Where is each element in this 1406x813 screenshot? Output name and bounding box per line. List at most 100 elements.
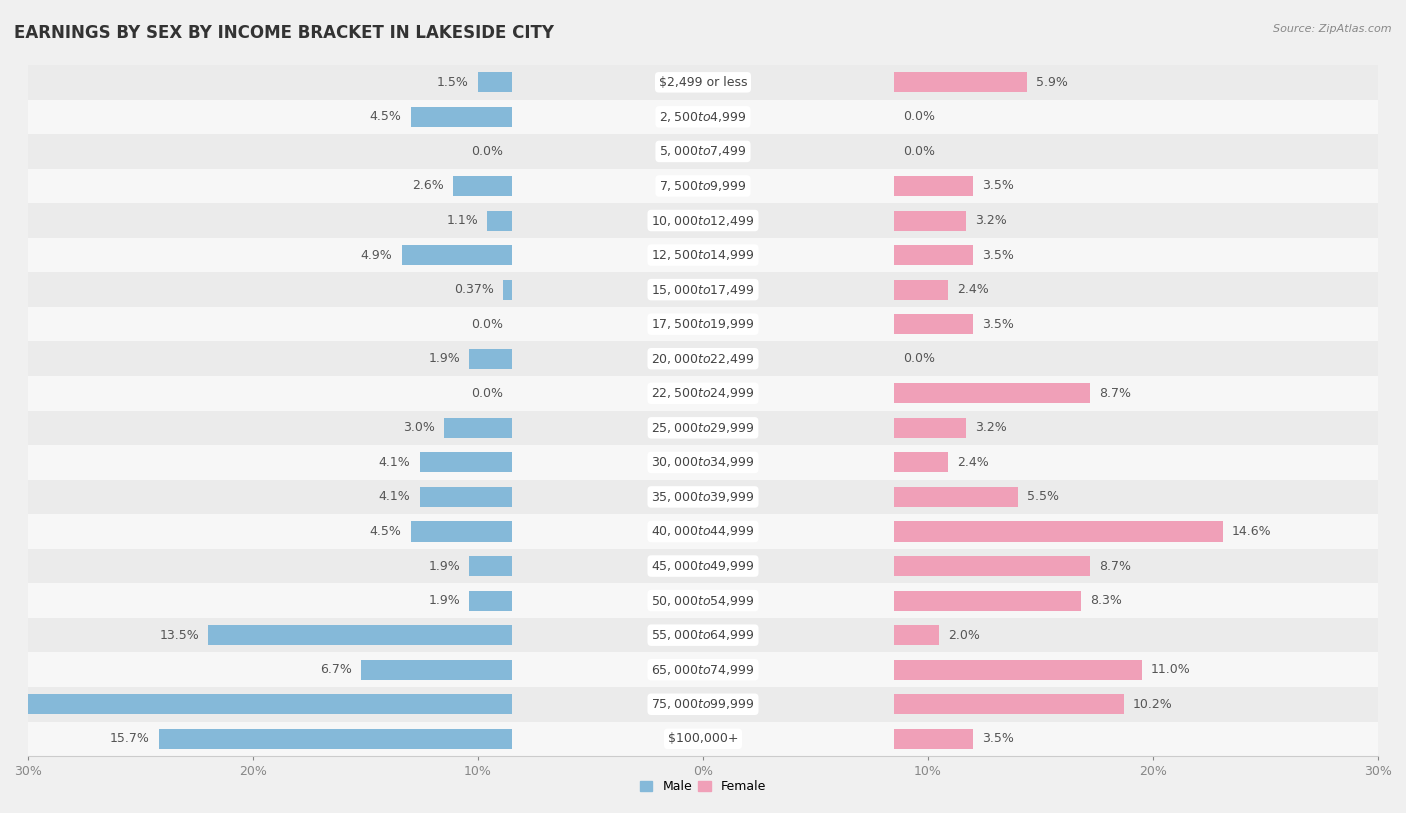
Text: $17,500 to $19,999: $17,500 to $19,999 bbox=[651, 317, 755, 331]
Text: 0.0%: 0.0% bbox=[471, 145, 503, 158]
Bar bbox=[478, 72, 512, 93]
Text: 4.5%: 4.5% bbox=[370, 525, 402, 538]
Text: 15.7%: 15.7% bbox=[110, 733, 149, 746]
Text: $30,000 to $34,999: $30,000 to $34,999 bbox=[651, 455, 755, 469]
Text: 1.9%: 1.9% bbox=[429, 594, 460, 607]
Text: $65,000 to $74,999: $65,000 to $74,999 bbox=[651, 663, 755, 676]
Text: $25,000 to $29,999: $25,000 to $29,999 bbox=[651, 421, 755, 435]
Bar bbox=[894, 383, 1090, 403]
Text: 2.0%: 2.0% bbox=[948, 628, 980, 641]
Bar bbox=[28, 411, 1378, 446]
Text: EARNINGS BY SEX BY INCOME BRACKET IN LAKESIDE CITY: EARNINGS BY SEX BY INCOME BRACKET IN LAK… bbox=[14, 24, 554, 42]
Bar bbox=[419, 487, 512, 507]
Text: 0.0%: 0.0% bbox=[471, 387, 503, 400]
Text: 8.7%: 8.7% bbox=[1099, 387, 1130, 400]
Text: $50,000 to $54,999: $50,000 to $54,999 bbox=[651, 593, 755, 607]
Text: 0.0%: 0.0% bbox=[471, 318, 503, 331]
Text: $75,000 to $99,999: $75,000 to $99,999 bbox=[651, 698, 755, 711]
Text: $40,000 to $44,999: $40,000 to $44,999 bbox=[651, 524, 755, 538]
Bar bbox=[486, 211, 512, 231]
Bar bbox=[28, 515, 1378, 549]
Bar bbox=[159, 728, 512, 749]
Text: 8.7%: 8.7% bbox=[1099, 559, 1130, 572]
Bar bbox=[894, 487, 1018, 507]
Text: 0.0%: 0.0% bbox=[903, 111, 935, 124]
Bar bbox=[444, 418, 512, 438]
Text: Source: ZipAtlas.com: Source: ZipAtlas.com bbox=[1274, 24, 1392, 34]
Text: $5,000 to $7,499: $5,000 to $7,499 bbox=[659, 145, 747, 159]
Bar bbox=[503, 280, 512, 300]
Text: $10,000 to $12,499: $10,000 to $12,499 bbox=[651, 214, 755, 228]
Text: 5.5%: 5.5% bbox=[1026, 490, 1059, 503]
Text: 0.37%: 0.37% bbox=[454, 283, 495, 296]
Bar bbox=[28, 652, 1378, 687]
Bar bbox=[894, 280, 948, 300]
Legend: Male, Female: Male, Female bbox=[636, 776, 770, 798]
Bar bbox=[28, 722, 1378, 756]
Bar bbox=[28, 584, 1378, 618]
Text: 10.2%: 10.2% bbox=[1133, 698, 1173, 711]
Bar bbox=[894, 521, 1223, 541]
Bar bbox=[28, 480, 1378, 515]
Text: 4.9%: 4.9% bbox=[361, 249, 392, 262]
Text: 4.1%: 4.1% bbox=[378, 456, 411, 469]
Text: 3.5%: 3.5% bbox=[981, 318, 1014, 331]
Bar bbox=[894, 314, 973, 334]
Bar bbox=[470, 349, 512, 369]
Text: 3.5%: 3.5% bbox=[981, 733, 1014, 746]
Bar bbox=[28, 65, 1378, 99]
Bar bbox=[894, 590, 1081, 611]
Text: $35,000 to $39,999: $35,000 to $39,999 bbox=[651, 490, 755, 504]
Bar bbox=[208, 625, 512, 646]
Bar bbox=[894, 625, 939, 646]
Text: $12,500 to $14,999: $12,500 to $14,999 bbox=[651, 248, 755, 262]
Bar bbox=[894, 72, 1026, 93]
Bar bbox=[894, 452, 948, 472]
Bar bbox=[28, 134, 1378, 169]
Text: 5.9%: 5.9% bbox=[1036, 76, 1067, 89]
Bar bbox=[402, 245, 512, 265]
Text: $15,000 to $17,499: $15,000 to $17,499 bbox=[651, 283, 755, 297]
Bar bbox=[28, 169, 1378, 203]
Bar bbox=[28, 549, 1378, 584]
Text: 1.9%: 1.9% bbox=[429, 559, 460, 572]
Text: 13.5%: 13.5% bbox=[159, 628, 200, 641]
Bar bbox=[0, 694, 512, 715]
Text: 2.6%: 2.6% bbox=[412, 180, 444, 193]
Text: $20,000 to $22,499: $20,000 to $22,499 bbox=[651, 352, 755, 366]
Bar bbox=[894, 556, 1090, 576]
Text: 1.1%: 1.1% bbox=[446, 214, 478, 227]
Text: 3.2%: 3.2% bbox=[976, 421, 1007, 434]
Bar bbox=[28, 376, 1378, 411]
Bar bbox=[28, 687, 1378, 722]
Text: 2.4%: 2.4% bbox=[957, 283, 988, 296]
Bar bbox=[470, 556, 512, 576]
Text: $22,500 to $24,999: $22,500 to $24,999 bbox=[651, 386, 755, 400]
Bar bbox=[28, 203, 1378, 237]
Text: 8.3%: 8.3% bbox=[1090, 594, 1122, 607]
Text: $45,000 to $49,999: $45,000 to $49,999 bbox=[651, 559, 755, 573]
Bar bbox=[894, 728, 973, 749]
Text: 6.7%: 6.7% bbox=[321, 663, 352, 676]
Text: 3.0%: 3.0% bbox=[404, 421, 436, 434]
Text: 1.5%: 1.5% bbox=[437, 76, 470, 89]
Text: $55,000 to $64,999: $55,000 to $64,999 bbox=[651, 628, 755, 642]
Bar bbox=[894, 211, 966, 231]
Bar bbox=[28, 446, 1378, 480]
Bar bbox=[28, 618, 1378, 652]
Bar bbox=[28, 99, 1378, 134]
Bar bbox=[470, 590, 512, 611]
Bar bbox=[28, 341, 1378, 376]
Bar bbox=[894, 694, 1123, 715]
Text: 2.4%: 2.4% bbox=[957, 456, 988, 469]
Text: $100,000+: $100,000+ bbox=[668, 733, 738, 746]
Bar bbox=[28, 307, 1378, 341]
Bar bbox=[894, 176, 973, 196]
Bar bbox=[361, 659, 512, 680]
Bar bbox=[411, 521, 512, 541]
Text: $2,500 to $4,999: $2,500 to $4,999 bbox=[659, 110, 747, 124]
Text: 14.6%: 14.6% bbox=[1232, 525, 1271, 538]
Bar bbox=[453, 176, 512, 196]
Text: 3.2%: 3.2% bbox=[976, 214, 1007, 227]
Bar bbox=[411, 107, 512, 127]
